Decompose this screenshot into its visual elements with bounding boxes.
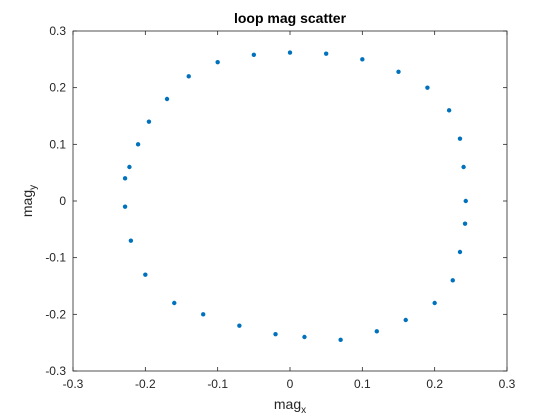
data-point [462, 221, 468, 226]
chart-title: loop mag scatter [234, 10, 347, 26]
data-points [122, 50, 468, 343]
data-point [215, 59, 220, 65]
data-point [457, 249, 463, 255]
data-point [172, 300, 177, 306]
y-tick-label: 0.3 [49, 24, 66, 38]
x-tick-label: 0.1 [354, 377, 371, 391]
data-point [287, 50, 293, 55]
y-tick-label: 0.1 [49, 137, 66, 151]
x-tick-label: -0.2 [135, 377, 156, 391]
data-point [135, 142, 141, 147]
x-axis-label: magx [274, 396, 306, 416]
y-axis-label: magy [19, 185, 39, 217]
data-point [323, 51, 329, 56]
x-tick-label: -0.1 [207, 377, 228, 391]
data-point [432, 300, 437, 306]
data-point [450, 278, 455, 283]
x-tick-label: 0.2 [426, 377, 443, 391]
data-point [122, 176, 128, 181]
data-point [273, 331, 278, 337]
data-point [425, 85, 430, 90]
data-point [374, 329, 379, 334]
data-point [463, 198, 468, 204]
data-point [446, 108, 452, 113]
y-tick-label: -0.2 [45, 307, 66, 321]
data-point [396, 69, 401, 75]
data-point [127, 164, 132, 170]
x-axis-label-subscript: x [301, 405, 306, 416]
data-point [201, 312, 206, 317]
y-tick-label: 0 [59, 194, 66, 208]
y-axis-label-base: mag [19, 190, 35, 217]
data-point [338, 337, 343, 343]
data-point [302, 334, 307, 340]
y-tick-label: 0.2 [49, 81, 66, 95]
data-point [237, 323, 242, 328]
data-point [403, 317, 408, 323]
x-axis-ticks: -0.3 -0.2 -0.1 0 0.1 0.2 0.3 [63, 31, 516, 391]
data-point [360, 57, 365, 62]
data-point [128, 238, 134, 243]
data-point [251, 52, 257, 57]
x-axis-label-base: mag [274, 396, 301, 412]
x-tick-label: -0.3 [63, 377, 84, 391]
data-point [461, 164, 466, 170]
y-axis-label-subscript: y [28, 185, 39, 190]
y-tick-label: -0.3 [45, 364, 66, 378]
data-point [143, 272, 148, 277]
data-point [122, 204, 128, 209]
data-point [146, 119, 152, 124]
x-tick-label: 0 [287, 377, 294, 391]
y-tick-label: -0.1 [45, 251, 66, 265]
y-axis-ticks: -0.3 -0.2 -0.1 0 0.1 0.2 0.3 [45, 24, 507, 378]
data-point [186, 74, 191, 79]
x-tick-label: 0.3 [499, 377, 516, 391]
data-point [457, 136, 463, 141]
data-point [164, 96, 170, 102]
